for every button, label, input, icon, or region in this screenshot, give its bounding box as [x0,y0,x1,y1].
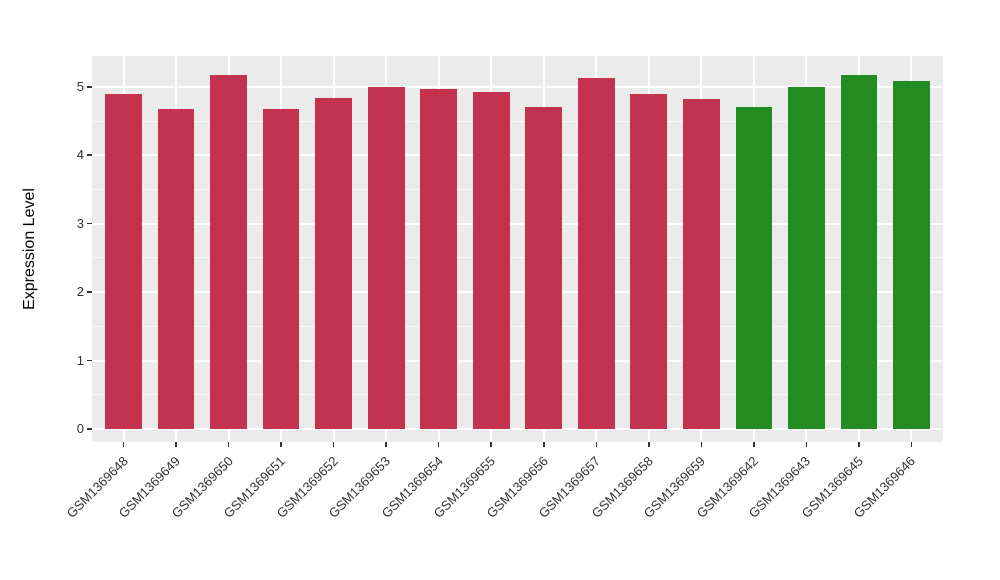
y-tick-label: 0 [76,420,84,436]
x-tick-mark [753,442,755,447]
y-tick-mark [87,359,92,362]
bar [788,87,825,429]
y-axis-title: Expression Level [21,188,38,310]
x-tick-mark [280,442,282,447]
gridline-major [92,222,943,225]
bar [262,109,300,429]
bar [525,107,563,429]
bar [735,107,773,429]
gridline-minor [92,120,943,122]
gridline-major [92,359,943,362]
bar [367,86,405,429]
plot-panel [92,56,943,442]
y-tick-mark [87,291,92,293]
y-tick-label: 5 [76,78,84,94]
x-tick-mark [648,442,650,447]
gridline-minor [92,394,943,396]
x-tick-mark [175,442,177,447]
x-tick-mark [385,442,387,447]
gridline-minor [92,325,943,327]
x-tick-mark [805,442,808,447]
gridline-minor [92,188,943,190]
bar [105,93,142,429]
x-tick-mark [700,442,703,447]
y-tick-label: 1 [76,352,84,368]
x-tick-mark [595,442,598,447]
gridline-major [92,154,943,157]
gridline-major [92,291,943,294]
x-tick-mark [437,442,440,447]
y-tick-label: 3 [76,215,84,231]
x-tick-mark [858,442,860,447]
x-tick-mark [332,442,335,447]
bar [682,99,720,429]
x-tick-mark [490,442,492,447]
y-tick-mark [87,154,92,156]
bar [157,108,195,429]
y-tick-label: 4 [76,147,84,163]
y-tick-label: 2 [76,284,84,300]
bar [420,88,458,429]
y-tick-mark [87,428,92,430]
x-tick-mark [122,442,125,447]
x-tick-mark [910,442,913,447]
bar [210,75,247,429]
y-tick-mark [87,222,92,225]
bar [840,75,878,429]
gridline-major [92,427,943,430]
bar [472,91,510,429]
bar [630,93,668,429]
gridline-major [92,85,943,88]
bar [893,81,930,429]
bar [315,97,353,429]
x-tick-mark [543,442,545,447]
y-tick-mark [87,86,92,88]
x-tick-mark [227,442,230,447]
bar [577,77,615,429]
gridline-minor [92,257,943,259]
